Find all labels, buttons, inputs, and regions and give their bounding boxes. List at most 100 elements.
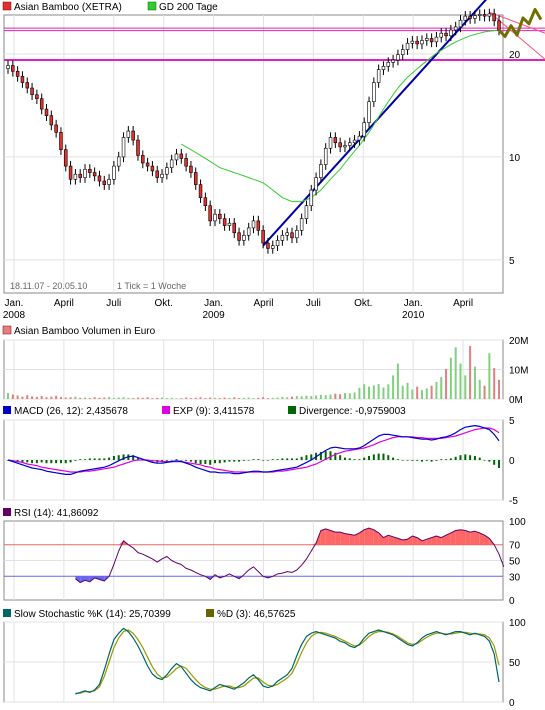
divergence-bar bbox=[420, 460, 423, 462]
volume-bar bbox=[493, 368, 496, 399]
candle bbox=[107, 179, 111, 185]
divergence-bar bbox=[329, 451, 332, 460]
sma200-line bbox=[181, 29, 500, 203]
candle bbox=[116, 156, 121, 167]
candle bbox=[193, 172, 198, 185]
divergence-bar bbox=[319, 452, 322, 460]
candle bbox=[30, 87, 34, 96]
divergence-bar bbox=[199, 460, 202, 464]
divergence-bar bbox=[305, 455, 308, 460]
candle bbox=[357, 135, 362, 141]
divergence-bar bbox=[343, 457, 346, 460]
candle bbox=[97, 175, 102, 182]
candle bbox=[396, 54, 400, 61]
volume-bar bbox=[464, 375, 467, 399]
rsi-overbought-area bbox=[369, 528, 374, 545]
candle bbox=[165, 167, 169, 175]
candle bbox=[275, 240, 280, 247]
divergence-bar bbox=[16, 460, 19, 462]
divergence-bar bbox=[165, 460, 168, 461]
rsi-y-tick-label: 50 bbox=[509, 557, 521, 568]
divergence-bar bbox=[161, 460, 164, 462]
candle bbox=[449, 29, 453, 37]
candle bbox=[323, 147, 328, 165]
candle bbox=[478, 14, 482, 16]
candle bbox=[121, 137, 126, 158]
rsi-oversold-area bbox=[210, 576, 215, 580]
candle bbox=[463, 15, 468, 21]
divergence-bar bbox=[112, 456, 115, 460]
candle bbox=[141, 155, 145, 164]
divergence-bar bbox=[416, 460, 419, 461]
volume-bar bbox=[430, 385, 433, 399]
candle bbox=[174, 153, 179, 161]
rsi-overbought-area bbox=[436, 536, 442, 545]
volume-bar bbox=[291, 396, 294, 399]
divergence-bar bbox=[464, 454, 467, 460]
divergence-bar bbox=[339, 455, 342, 460]
triangle-line-lower bbox=[489, 11, 545, 34]
candle bbox=[6, 65, 10, 69]
divergence-bar bbox=[310, 454, 313, 460]
stochastic-y-tick-label: 0 bbox=[509, 698, 515, 709]
forecast-line bbox=[497, 7, 543, 38]
candle bbox=[439, 32, 443, 38]
candle bbox=[420, 40, 424, 45]
rsi-overbought-area bbox=[417, 537, 422, 545]
divergence-bar bbox=[185, 460, 188, 461]
candle bbox=[49, 115, 54, 126]
candle bbox=[73, 173, 78, 180]
candle bbox=[444, 32, 448, 37]
divergence-bar bbox=[59, 460, 62, 464]
candle bbox=[429, 38, 434, 43]
volume-bar bbox=[324, 395, 327, 399]
volume-title: Asian Bamboo Volumen in Euro bbox=[14, 326, 156, 337]
volume-legend: Asian Bamboo Volumen in Euro bbox=[2, 325, 156, 337]
rsi-overbought-area bbox=[431, 536, 437, 545]
rsi-overbought-area bbox=[474, 531, 480, 545]
candle bbox=[64, 149, 68, 167]
candle bbox=[169, 159, 174, 168]
rsi-overbought-area bbox=[455, 529, 461, 545]
divergence-bar bbox=[194, 460, 197, 464]
candle bbox=[155, 170, 159, 178]
rsi-y-tick-label: 100 bbox=[509, 517, 526, 528]
volume-bar bbox=[305, 395, 308, 399]
candle bbox=[54, 124, 58, 133]
volume-bar bbox=[98, 397, 101, 399]
candle bbox=[319, 164, 323, 178]
rsi-overbought-area bbox=[484, 535, 490, 545]
volume-panel: 0M 10M 20M bbox=[3, 336, 528, 406]
rsi-overbought-area bbox=[465, 530, 471, 545]
candle bbox=[83, 168, 87, 178]
volume-bar bbox=[213, 397, 216, 399]
volume-bar bbox=[329, 394, 332, 399]
volume-bar bbox=[223, 397, 226, 399]
rsi-overbought-area bbox=[349, 534, 355, 545]
volume-bar bbox=[170, 397, 173, 399]
divergence-bar bbox=[324, 451, 327, 460]
candle bbox=[482, 14, 487, 17]
rsi-overbought-area bbox=[364, 528, 370, 545]
candle bbox=[246, 227, 251, 236]
rsi-overbought-area bbox=[330, 530, 336, 545]
divergence-bar bbox=[74, 460, 77, 461]
volume-bar bbox=[454, 347, 457, 399]
volume-bar bbox=[368, 386, 371, 399]
volume-bar bbox=[440, 376, 443, 399]
divergence-bar bbox=[93, 458, 96, 460]
volume-bar bbox=[59, 396, 62, 399]
volume-bar bbox=[7, 393, 9, 399]
volume-y-tick-label: 10M bbox=[509, 366, 528, 377]
divergence-bar bbox=[132, 455, 135, 460]
price-legend: Asian Bamboo (XETRA) GD 200 Tage bbox=[2, 1, 218, 13]
volume-bar bbox=[146, 397, 149, 399]
volume-bar bbox=[449, 357, 452, 399]
divergence-bar bbox=[281, 458, 284, 460]
divergence-bar bbox=[21, 460, 24, 463]
candle bbox=[290, 232, 294, 239]
candle bbox=[20, 76, 25, 83]
volume-bar bbox=[161, 397, 164, 399]
volume-bar bbox=[257, 397, 260, 399]
